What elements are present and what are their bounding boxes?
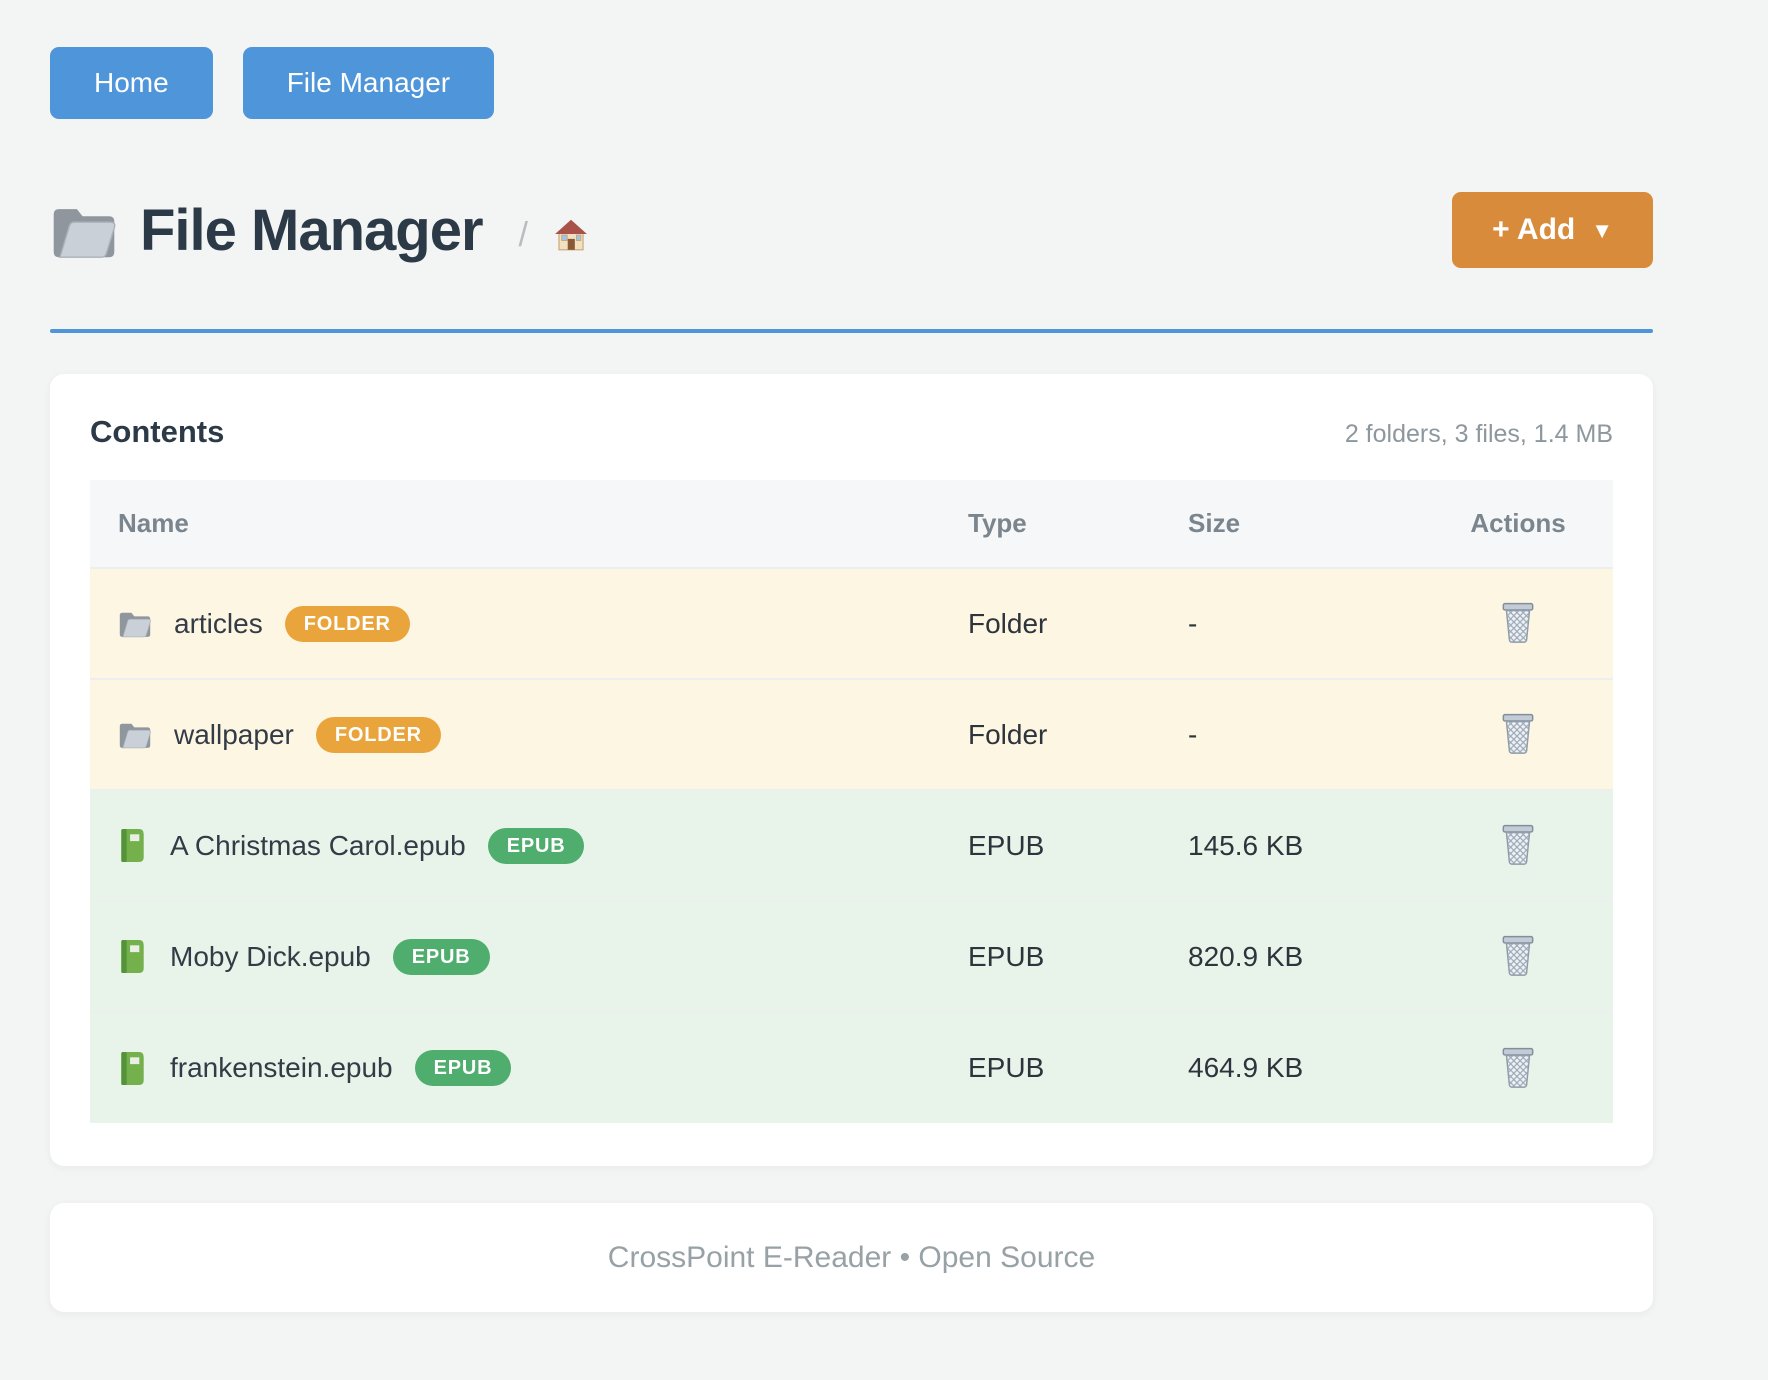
file-type: EPUB <box>968 1052 1045 1083</box>
file-type: EPUB <box>968 940 1045 972</box>
contents-card: Contents 2 folders, 3 files, 1.4 MB Name… <box>50 374 1653 1166</box>
file-size: 820.9 KB <box>1188 940 1304 972</box>
table-row[interactable]: frankenstein.epub EPUB EPUB 464.9 KB <box>90 1012 1613 1123</box>
file-type: Folder <box>968 718 1048 750</box>
column-header-actions: Actions <box>1470 508 1566 538</box>
column-header-type: Type <box>968 508 1027 538</box>
file-name[interactable]: Moby Dick.epub <box>170 940 371 972</box>
file-type: Folder <box>968 607 1048 639</box>
table-header: Name Type Size Actions <box>90 480 1613 568</box>
house-icon[interactable] <box>552 217 590 252</box>
column-header-name: Name <box>118 508 189 538</box>
column-header-size: Size <box>1188 508 1241 538</box>
contents-table-body: articles FOLDER Folder - <box>90 568 1613 1123</box>
file-size: 145.6 KB <box>1188 829 1304 861</box>
trash-icon <box>1498 1047 1538 1092</box>
trash-icon <box>1498 824 1538 869</box>
breadcrumb-separator: / <box>518 215 528 254</box>
page-header: File Manager / + Add ▼ <box>50 190 1653 270</box>
file-badge: EPUB <box>487 827 585 864</box>
file-type: EPUB <box>968 829 1045 861</box>
file-badge: EPUB <box>414 1050 512 1086</box>
table-row[interactable]: A Christmas Carol.epub EPUB EPUB 145.6 K… <box>90 790 1613 901</box>
folder-icon <box>118 720 152 749</box>
trash-icon <box>1498 713 1538 758</box>
book-icon <box>118 1050 148 1087</box>
folder-icon <box>118 609 152 638</box>
title-wrap: File Manager / <box>50 197 590 264</box>
contents-table: Name Type Size Actions <box>90 480 1613 1123</box>
contents-summary: 2 folders, 3 files, 1.4 MB <box>1344 420 1613 448</box>
caret-down-icon: ▼ <box>1591 218 1613 243</box>
file-name[interactable]: articles <box>174 607 263 639</box>
footer-text: CrossPoint E-Reader • Open Source <box>607 1240 1096 1274</box>
title-divider <box>50 329 1653 333</box>
contents-heading: Contents <box>90 414 225 449</box>
nav-home-button[interactable]: Home <box>50 47 213 119</box>
file-size: - <box>1188 718 1198 750</box>
book-icon <box>118 827 148 864</box>
file-name[interactable]: wallpaper <box>174 718 294 750</box>
table-row[interactable]: wallpaper FOLDER Folder - <box>90 679 1613 790</box>
file-name[interactable]: A Christmas Carol.epub <box>170 829 466 861</box>
file-badge: FOLDER <box>284 605 410 642</box>
file-size: - <box>1188 607 1198 639</box>
book-icon <box>118 938 148 975</box>
delete-button[interactable] <box>1494 596 1542 648</box>
table-row[interactable]: articles FOLDER Folder - <box>90 568 1613 679</box>
delete-button[interactable] <box>1494 929 1542 981</box>
folder-icon <box>50 202 118 259</box>
file-size: 464.9 KB <box>1188 1052 1304 1083</box>
add-button[interactable]: + Add ▼ <box>1452 192 1653 268</box>
file-name[interactable]: frankenstein.epub <box>170 1052 393 1083</box>
trash-icon <box>1498 602 1538 647</box>
footer-card: CrossPoint E-Reader • Open Source <box>50 1203 1653 1312</box>
trash-icon <box>1498 935 1538 980</box>
file-badge: FOLDER <box>315 716 441 753</box>
nav-file-manager-button[interactable]: File Manager <box>242 47 495 119</box>
contents-card-header: Contents 2 folders, 3 files, 1.4 MB <box>90 414 1613 450</box>
page-title: File Manager <box>140 197 484 263</box>
delete-button[interactable] <box>1494 1041 1542 1093</box>
file-badge: EPUB <box>392 938 490 975</box>
table-row[interactable]: Moby Dick.epub EPUB EPUB 820.9 KB <box>90 901 1613 1012</box>
delete-button[interactable] <box>1494 818 1542 870</box>
top-nav: Home File Manager <box>50 47 1653 119</box>
add-button-label: + Add <box>1492 213 1576 246</box>
delete-button[interactable] <box>1494 707 1542 759</box>
